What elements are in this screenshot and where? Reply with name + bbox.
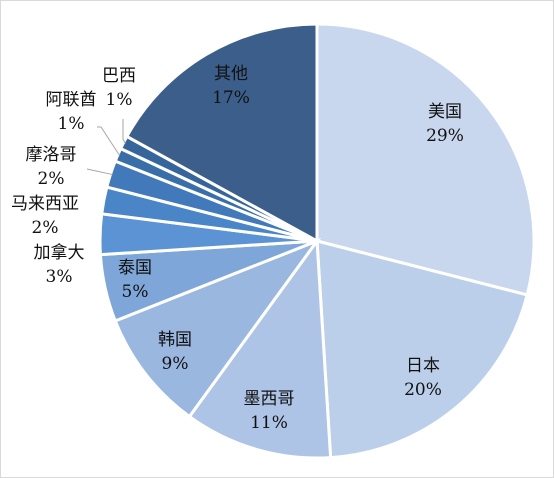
slice-name: 墨西哥 [244, 389, 295, 409]
slice-percent: 20% [404, 380, 442, 400]
leader-line-8 [86, 168, 113, 176]
pie-slice-11 [124, 22, 319, 244]
slice-label-6: 加拿大 3% [34, 242, 85, 287]
slice-name: 韩国 [158, 330, 192, 350]
slice-percent: 29% [426, 126, 464, 146]
slice-percent: 5% [122, 282, 149, 302]
slice-name: 其他 [214, 64, 248, 84]
slice-name: 巴西 [102, 66, 136, 86]
slice-labels: 美国 29% 日本 20% 墨西哥 11% 韩国 9% 泰国 5% 加拿大 3% 马来西亚 2% 摩洛哥 2%… [11, 64, 464, 433]
slice-name: 泰国 [118, 258, 152, 278]
slice-percent: 3% [46, 267, 73, 287]
leader-line-9 [97, 126, 121, 156]
leader-line-10 [122, 119, 126, 144]
slice-label-10: 巴西 1% [102, 66, 136, 110]
slice-label-5: 泰国 5% [118, 258, 152, 302]
slice-label-7: 马来西亚 2% [11, 194, 79, 238]
slice-label-3: 墨西哥 11% [244, 389, 295, 433]
slice-percent: 1% [106, 90, 133, 110]
slice-label-4: 韩国 9% [158, 330, 192, 374]
slice-label-11: 其他 17% [212, 64, 250, 108]
slice-name: 阿联酋 [46, 90, 97, 110]
slice-label-1: 美国 29% [426, 102, 464, 146]
slice-percent: 2% [38, 169, 65, 189]
pie-slice-2 [315, 239, 530, 460]
slice-percent: 2% [32, 218, 59, 238]
slice-label-2: 日本 20% [404, 356, 442, 400]
slice-name: 加拿大 [34, 242, 85, 263]
slice-percent: 17% [212, 88, 250, 108]
pie-slices [98, 22, 536, 460]
pie-slice-4 [113, 237, 322, 419]
slice-name: 日本 [406, 356, 440, 376]
slice-percent: 9% [162, 354, 189, 374]
leader-lines [86, 119, 126, 176]
slice-percent: 1% [58, 114, 85, 134]
slice-label-8: 摩洛哥 2% [26, 145, 77, 189]
slice-percent: 11% [250, 413, 288, 433]
slice-name: 摩洛哥 [26, 145, 77, 165]
slice-name: 马来西亚 [11, 194, 79, 214]
slice-name: 美国 [428, 102, 462, 122]
pie-slice-3 [187, 236, 333, 460]
slice-label-9: 阿联酋 1% [46, 90, 97, 134]
pie-slice-1 [315, 22, 536, 297]
